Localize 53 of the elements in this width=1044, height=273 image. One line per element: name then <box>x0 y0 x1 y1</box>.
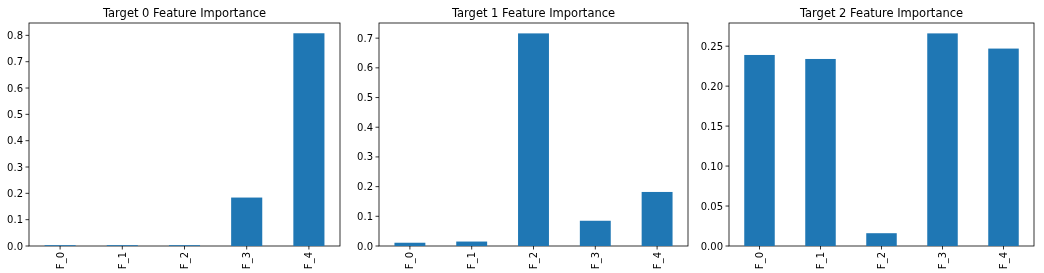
x-tick-label: F_4 <box>998 252 1010 270</box>
bar <box>988 48 1019 246</box>
x-tick-label: F_0 <box>54 252 67 270</box>
y-tick-label: 0.4 <box>357 121 373 133</box>
y-tick-label: 0.6 <box>357 62 373 74</box>
y-tick-label: 0.0 <box>357 240 373 252</box>
y-tick-label: 0.5 <box>7 108 23 120</box>
x-tick-label: F_2 <box>876 252 888 270</box>
x-tick-label: F_1 <box>815 252 827 270</box>
y-tick-label: 0.10 <box>700 160 723 172</box>
x-tick-label: F_4 <box>651 252 664 270</box>
y-tick-label: 0.7 <box>357 32 373 44</box>
x-tick-label: F_2 <box>179 252 191 270</box>
y-tick-label: 0.20 <box>700 80 723 92</box>
chart-title: Target 0 Feature Importance <box>101 6 267 20</box>
y-tick-label: 0.1 <box>7 214 23 226</box>
bar <box>456 241 488 246</box>
y-tick-label: 0.2 <box>7 187 23 199</box>
chart-title: Target 1 Feature Importance <box>450 6 616 20</box>
bar <box>744 54 775 246</box>
y-tick-label: 0.2 <box>357 181 373 193</box>
y-tick-label: 0.3 <box>7 161 23 173</box>
x-tick-label: F_1 <box>116 252 129 270</box>
x-tick-label: F_3 <box>241 252 254 270</box>
x-tick-label: F_1 <box>466 252 479 270</box>
y-tick-label: 0.8 <box>7 29 23 41</box>
x-tick-label: F_4 <box>303 252 316 270</box>
bar <box>231 197 263 246</box>
y-tick-label: 0.1 <box>357 210 373 222</box>
y-tick-label: 0.7 <box>7 56 23 68</box>
y-tick-label: 0.4 <box>7 135 23 147</box>
y-tick-label: 0.15 <box>700 120 723 132</box>
y-tick-label: 0.3 <box>357 151 373 163</box>
y-tick-label: 0.0 <box>7 240 23 252</box>
bar <box>805 58 836 246</box>
x-tick-label: F_3 <box>937 252 949 270</box>
bar <box>293 33 325 246</box>
x-tick-label: F_2 <box>528 252 540 270</box>
bar <box>579 220 611 246</box>
y-tick-label: 0.00 <box>700 240 723 252</box>
bar <box>518 33 549 246</box>
x-tick-label: F_0 <box>754 252 766 270</box>
y-tick-label: 0.05 <box>700 200 723 212</box>
chart-title: Target 2 Feature Importance <box>798 6 964 20</box>
x-tick-label: F_0 <box>404 252 417 270</box>
x-tick-label: F_3 <box>589 252 602 270</box>
y-tick-label: 0.5 <box>357 92 373 104</box>
y-tick-label: 0.6 <box>7 82 23 94</box>
bar <box>394 242 426 246</box>
y-tick-label: 0.25 <box>700 40 723 52</box>
bar <box>927 33 958 246</box>
bar <box>866 233 897 246</box>
bar <box>641 191 673 246</box>
